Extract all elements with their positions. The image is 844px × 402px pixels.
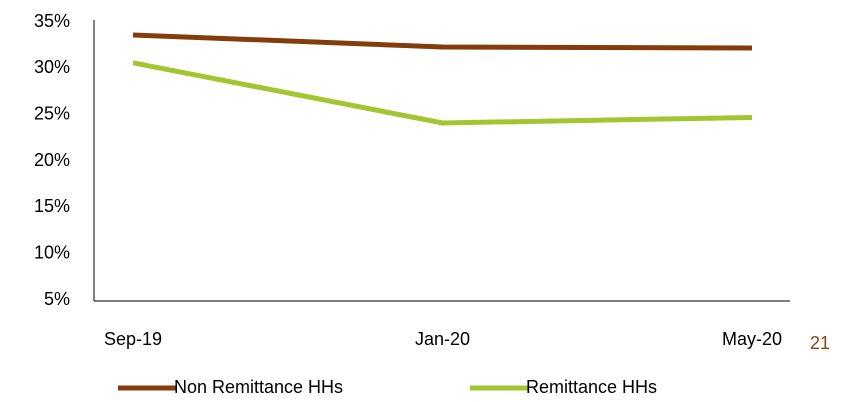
page-number: 21: [810, 333, 830, 353]
legend-label: Remittance HHs: [526, 377, 657, 397]
x-tick-label: May-20: [722, 329, 782, 349]
y-tick-label: 15%: [34, 196, 70, 216]
y-tick-label: 25%: [34, 103, 70, 123]
x-tick-label: Jan-20: [415, 329, 470, 349]
series-line: [132, 60, 753, 126]
y-tick-label: 35%: [34, 11, 70, 31]
y-tick-label: 10%: [34, 242, 70, 262]
y-tick-label: 20%: [34, 150, 70, 170]
series-line: [132, 32, 753, 51]
y-tick-label: 30%: [34, 57, 70, 77]
y-tick-label: 5%: [44, 289, 70, 309]
legend-label: Non Remittance HHs: [174, 377, 343, 397]
x-tick-label: Sep-19: [104, 329, 162, 349]
